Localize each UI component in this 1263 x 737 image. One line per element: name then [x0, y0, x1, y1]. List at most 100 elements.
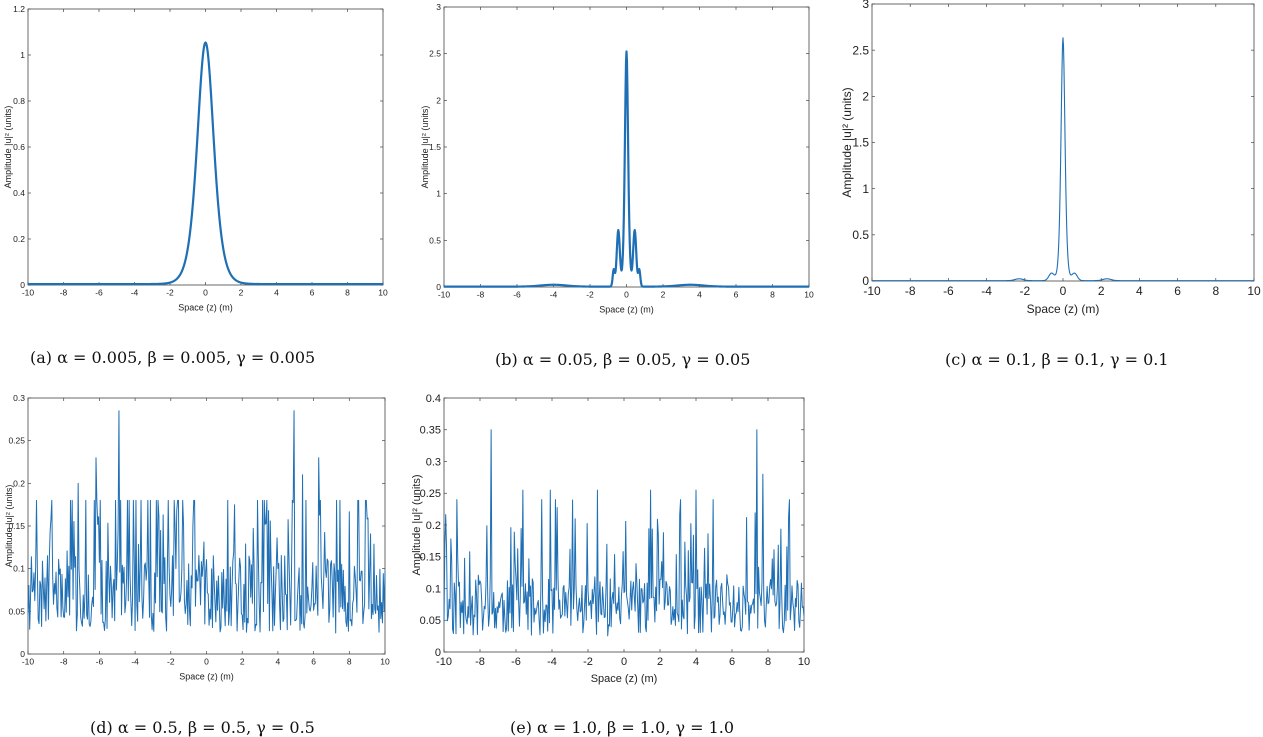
y-tick-label: 0.8: [13, 96, 25, 106]
y-tick-label: 0.05: [8, 606, 25, 616]
x-tick-label: -2: [586, 290, 594, 300]
caption-b: (b) α = 0.05, β = 0.05, γ = 0.05: [495, 350, 751, 369]
x-tick-label: 4: [276, 657, 281, 667]
x-axis-label: Space (z) (m): [599, 305, 654, 315]
chart-d: -10 -8 -6 -4 -2 0 2 4 6 8 10 0 0.05 0.1 0.15 0.2 0.25 0.3…: [4, 393, 390, 682]
x-tick-label: -6: [513, 290, 521, 300]
x-tick-label: -10: [22, 288, 35, 298]
chart-a: -10 -8 -6 -4 -2 0 2 4 6 8 10 0 0.2 0.4 0.6 0.8 1 1.2 Space…: [3, 4, 388, 313]
x-axis-label: Space (z) (m): [179, 672, 234, 682]
y-tick-label: 2.5: [852, 43, 869, 57]
y-tick-label: 0: [20, 280, 25, 290]
y-axis-label: Amplitude |u|² (units): [411, 474, 423, 575]
x-tick-label: -10: [438, 290, 451, 300]
x-tick-label: -6: [943, 284, 954, 298]
x-tick-label: 0: [204, 657, 209, 667]
y-tick-label: 0.4: [13, 188, 25, 198]
y-tick-label: 0: [435, 647, 441, 659]
chart-c: -10 -8 -6 -4 -2 0 2 4 6 8 10 0 0.5 1 1.5 2 2.5 3 Space (z)…: [840, 0, 1261, 316]
y-tick-label: 0.25: [420, 488, 441, 500]
x-tick-label: 4: [693, 656, 699, 668]
chart-e: -10 -8 -6 -4 -2 0 2 4 6 8 10 0 0.05 0.1 0.15 0.2 0.25 0.3…: [411, 393, 810, 685]
x-tick-label: -6: [95, 288, 103, 298]
y-axis-label: Amplitude |u|² (units): [4, 485, 14, 568]
x-tick-label: -6: [511, 656, 521, 668]
y-tick-label: 0.15: [420, 552, 441, 564]
y-tick-label: 1: [20, 50, 25, 60]
y-tick-label: 0.4: [426, 393, 441, 405]
caption-e: (e) α = 1.0, β = 1.0, γ = 1.0: [510, 718, 735, 737]
x-tick-label: 2: [240, 657, 245, 667]
series-line-e: [443, 429, 805, 637]
x-tick-label: -2: [166, 288, 174, 298]
y-tick-label: 1.5: [429, 142, 441, 152]
y-tick-label: 0: [20, 649, 25, 659]
x-tick-label: -10: [436, 656, 452, 668]
y-tick-label: 2: [436, 95, 441, 105]
y-tick-label: 0.25: [8, 436, 25, 446]
y-tick-label: 1.2: [13, 4, 25, 14]
x-tick-label: 6: [729, 656, 735, 668]
x-tick-label: 2: [657, 656, 663, 668]
x-tick-label: 2: [239, 288, 244, 298]
plot-frame-b: [443, 6, 810, 288]
x-tick-label: 0: [624, 290, 629, 300]
x-tick-label: -2: [583, 656, 593, 668]
x-tick-label: -8: [477, 290, 485, 300]
y-tick-label: 0.3: [13, 393, 25, 403]
y-tick-label: 1.5: [852, 136, 869, 150]
x-tick-label: 2: [1098, 284, 1105, 298]
plot-frame-d: [27, 397, 386, 655]
x-tick-label: 8: [765, 656, 771, 668]
x-tick-label: 0: [1060, 284, 1067, 298]
y-tick-label: 0.2: [13, 478, 25, 488]
y-tick-label: 0.35: [420, 425, 441, 437]
x-tick-label: -6: [96, 657, 104, 667]
x-tick-label: 10: [378, 288, 388, 298]
x-tick-label: 10: [380, 657, 390, 667]
x-tick-label: 4: [697, 290, 702, 300]
x-tick-label: -2: [167, 657, 175, 667]
x-tick-label: 6: [1174, 284, 1181, 298]
y-tick-label: 0.1: [13, 564, 25, 574]
y-tick-label: 0.15: [8, 521, 25, 531]
x-tick-label: -2: [1019, 284, 1030, 298]
y-tick-label: 0.3: [426, 456, 441, 468]
y-tick-label: 0.2: [426, 520, 441, 532]
x-axis-label: Space (z) (m): [178, 303, 233, 313]
y-tick-label: 2.5: [429, 49, 441, 59]
y-tick-label: 1: [862, 182, 869, 196]
series-line-a: [27, 41, 384, 286]
y-tick-label: 3: [436, 2, 441, 12]
series-line-b: [443, 50, 810, 288]
y-tick-label: 0.2: [13, 234, 25, 244]
caption-a: (a) α = 0.005, β = 0.005, γ = 0.005: [30, 348, 316, 367]
x-tick-label: 10: [1247, 284, 1261, 298]
x-tick-label: -8: [475, 656, 485, 668]
x-tick-label: 0: [203, 288, 208, 298]
y-tick-label: 0.5: [852, 228, 869, 242]
y-tick-label: 2: [862, 90, 869, 104]
y-axis-label: Amplitude |u|² (units): [3, 106, 13, 189]
x-tick-label: 8: [345, 288, 350, 298]
x-tick-label: 8: [770, 290, 775, 300]
x-tick-label: 10: [798, 656, 810, 668]
x-tick-label: -4: [131, 657, 139, 667]
x-tick-label: 4: [1136, 284, 1143, 298]
x-axis-label: Space (z) (m): [1027, 302, 1100, 316]
caption-c: (c) α = 0.1, β = 0.1, γ = 0.1: [945, 350, 1169, 369]
y-axis-label: Amplitude |u|² (units): [420, 106, 430, 189]
x-tick-label: 4: [274, 288, 279, 298]
x-tick-label: 10: [804, 290, 814, 300]
x-tick-label: -8: [905, 284, 916, 298]
y-tick-label: 0.1: [426, 583, 441, 595]
x-tick-label: 0: [621, 656, 627, 668]
plot-frame-a: [27, 8, 384, 286]
y-tick-label: 0.6: [13, 142, 25, 152]
x-tick-label: -4: [547, 656, 557, 668]
caption-d: (d) α = 0.5, β = 0.5, γ = 0.5: [90, 718, 315, 737]
x-axis-label: Space (z) (m): [591, 673, 658, 685]
x-tick-label: -10: [863, 284, 881, 298]
y-tick-label: 0.05: [420, 615, 441, 627]
